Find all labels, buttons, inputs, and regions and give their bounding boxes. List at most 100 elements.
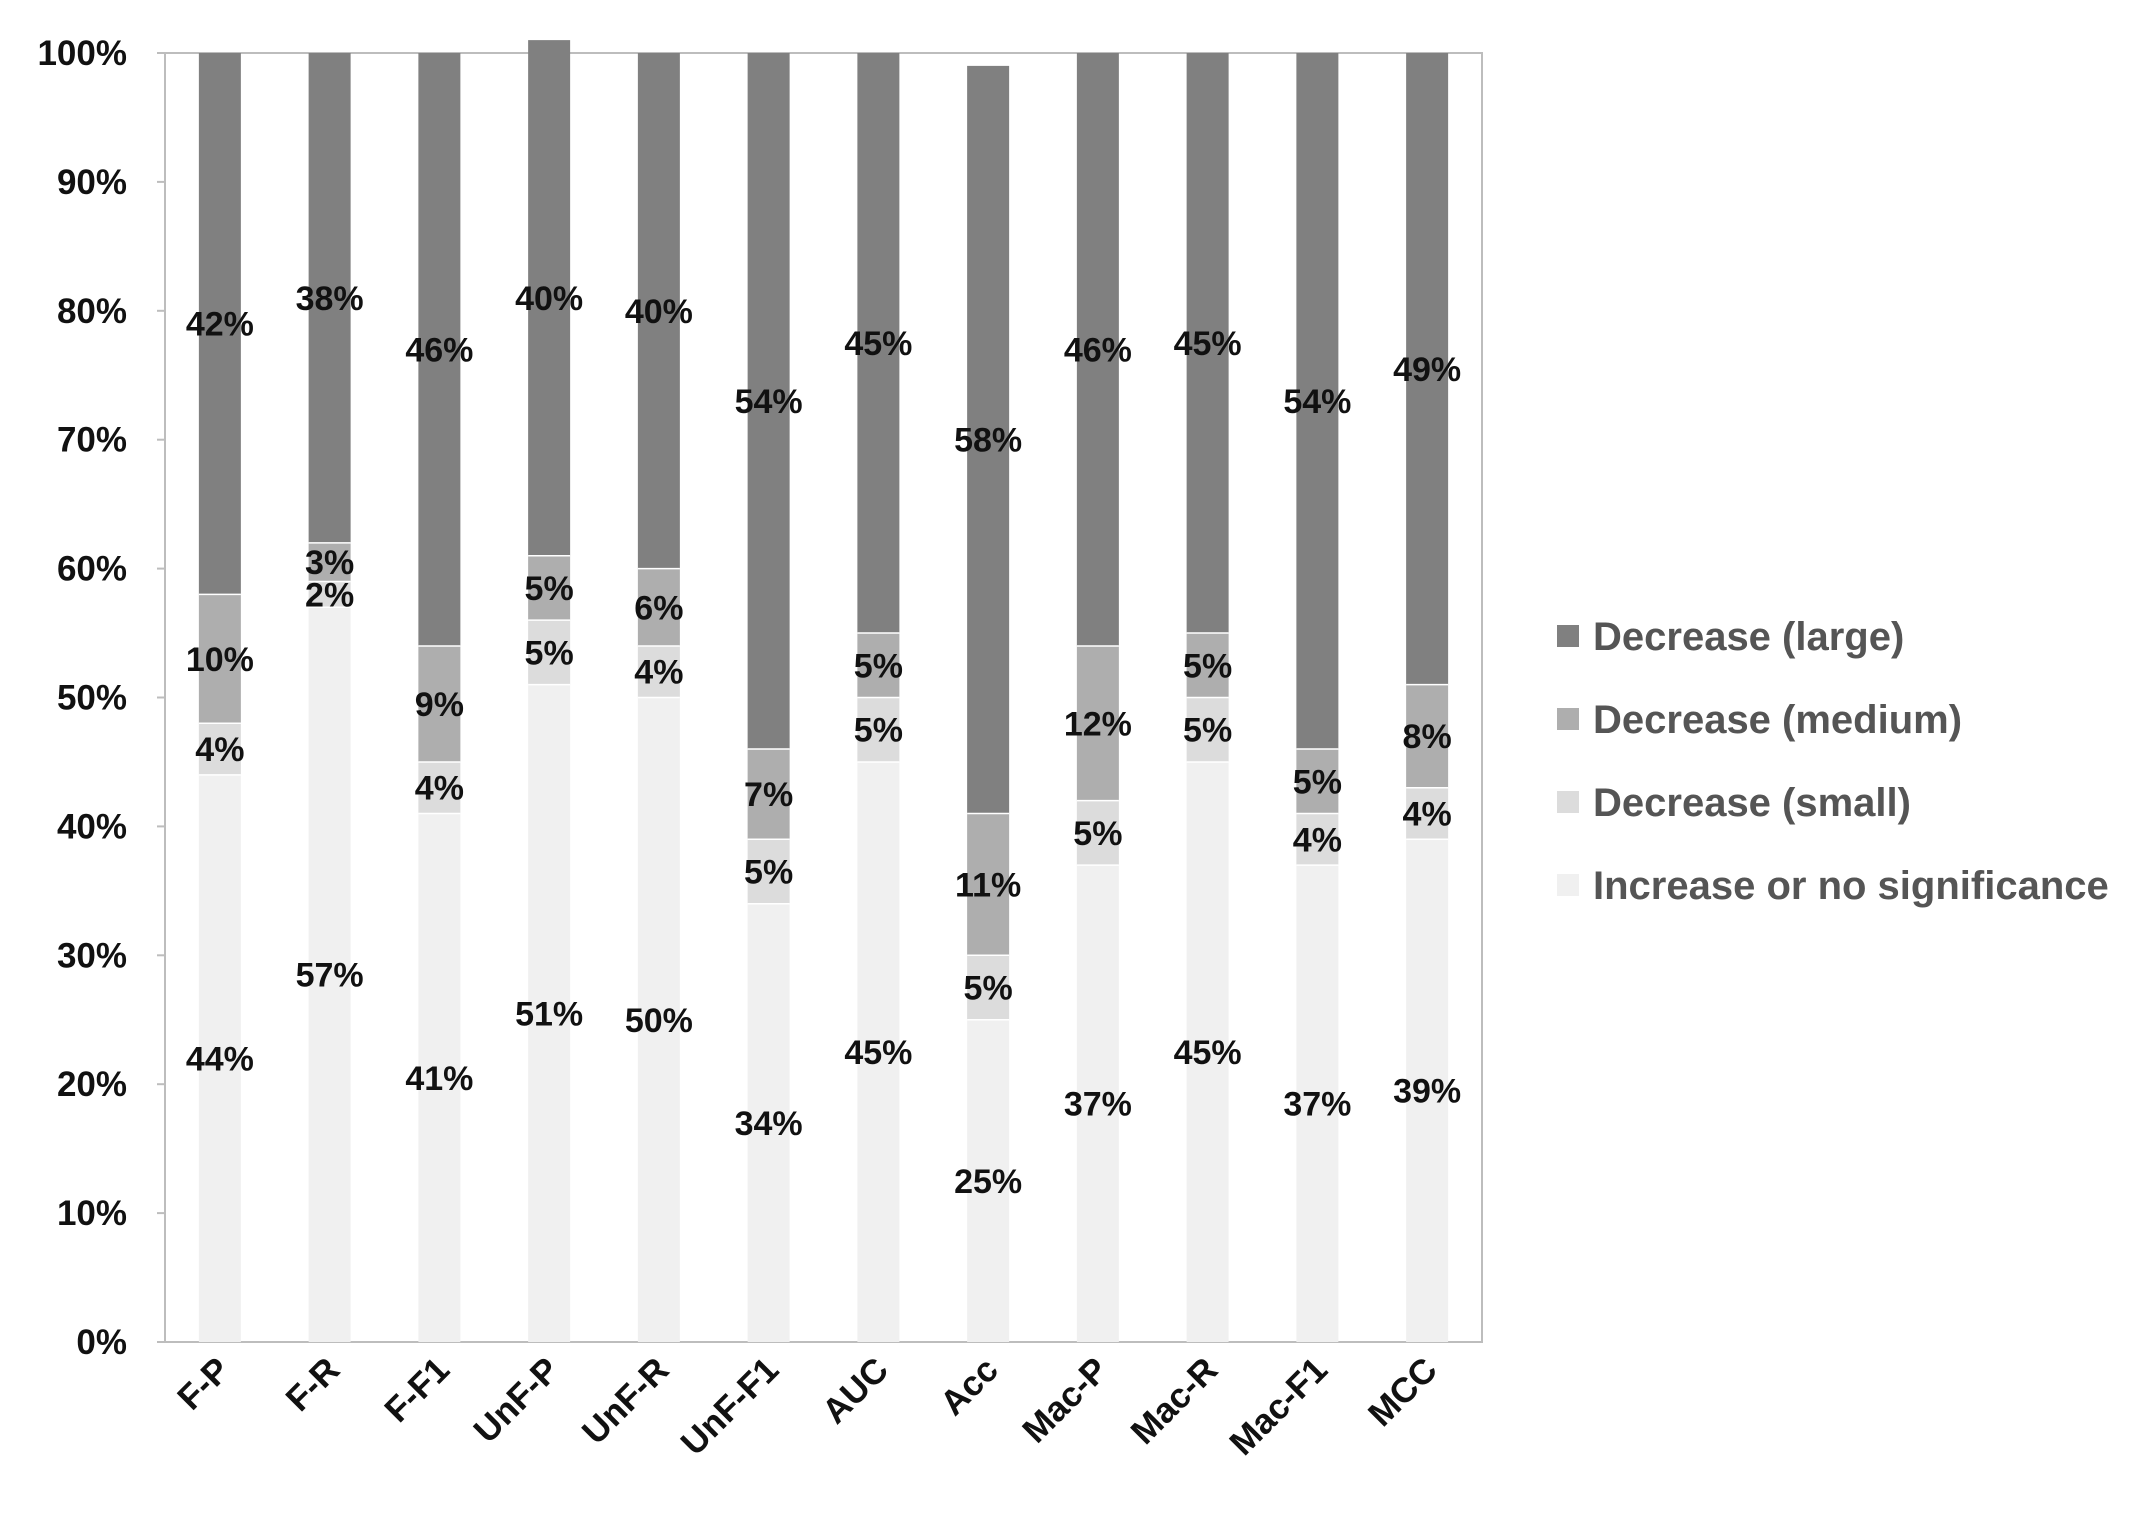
- bar-segment: [308, 53, 351, 543]
- data-label: 41%: [405, 1060, 473, 1098]
- data-label: 4%: [195, 731, 244, 769]
- data-label: 58%: [954, 422, 1022, 460]
- bar-segment: [1406, 787, 1449, 840]
- bar-segment: [418, 53, 461, 646]
- x-tick-label: F-R: [278, 1350, 347, 1419]
- bar-segment: [1186, 53, 1229, 634]
- legend-swatch: [1557, 791, 1579, 813]
- y-tick-label: 50%: [57, 679, 127, 718]
- data-label: 4%: [1403, 796, 1452, 834]
- data-label: 38%: [296, 280, 364, 318]
- bar-segment: [528, 684, 571, 1342]
- x-tick-label: Mac-R: [1123, 1350, 1225, 1452]
- legend-item: Increase or no significance: [1557, 864, 2109, 908]
- bar-segment: [1406, 684, 1449, 788]
- bar-segment: [528, 40, 571, 556]
- bar-segment: [857, 53, 900, 634]
- data-label: 10%: [186, 641, 254, 679]
- data-label: 4%: [415, 770, 464, 808]
- bar-segment: [418, 761, 461, 814]
- bar-segment: [418, 645, 461, 762]
- data-label: 5%: [1073, 815, 1122, 853]
- bar-segment: [967, 1019, 1010, 1342]
- data-label: 3%: [305, 544, 354, 582]
- plot-area: [164, 52, 1483, 1343]
- legend-label: Decrease (medium): [1593, 698, 1962, 742]
- y-tick-label: 30%: [57, 936, 127, 975]
- legend-item: Decrease (medium): [1557, 698, 1962, 742]
- legend: Decrease (large) Decrease (medium) Decreas…: [1557, 615, 2109, 908]
- bar-segment: [418, 813, 461, 1342]
- x-tick-label: MCC: [1361, 1350, 1445, 1434]
- legend-item: Decrease (large): [1557, 615, 1904, 659]
- data-label: 45%: [844, 325, 912, 363]
- bar-segment: [637, 645, 680, 698]
- legend-swatch: [1557, 874, 1579, 896]
- data-label: 5%: [1293, 763, 1342, 801]
- bar-segment: [1076, 53, 1119, 646]
- legend-label: Decrease (small): [1593, 781, 1911, 825]
- bar-segment: [967, 955, 1010, 1020]
- bar-segment: [1296, 749, 1339, 814]
- x-tick-label: Mac-P: [1015, 1350, 1115, 1450]
- data-label: 34%: [735, 1105, 803, 1143]
- data-label: 4%: [1293, 821, 1342, 859]
- x-tick-label: AUC: [815, 1350, 896, 1431]
- data-label: 11%: [955, 866, 1021, 904]
- data-label: 6%: [634, 589, 683, 627]
- data-label: 54%: [1283, 383, 1351, 421]
- bar-segment: [637, 568, 680, 646]
- data-label: 45%: [1174, 1034, 1242, 1072]
- plot-frame: [164, 52, 1483, 1343]
- data-label: 45%: [1174, 325, 1242, 363]
- bar-segment: [637, 697, 680, 1342]
- data-label: 49%: [1393, 351, 1461, 389]
- x-tick-label: Mac-F1: [1222, 1350, 1335, 1463]
- legend-swatch: [1557, 625, 1579, 647]
- bar-segment: [528, 555, 571, 621]
- y-tick-label: 100%: [37, 34, 127, 73]
- data-label: 40%: [625, 293, 693, 331]
- data-label: 50%: [625, 1002, 693, 1040]
- data-label: 42%: [186, 306, 254, 344]
- data-label: 12%: [1064, 705, 1132, 743]
- data-label: 37%: [1064, 1086, 1132, 1124]
- x-tick-label: Acc: [933, 1350, 1006, 1423]
- bar-segment: [857, 761, 900, 1342]
- data-labels-layer: 44% 4% 10% 42% 57% 2%3% 38% 41% 4% 9% 46% 51% 5% 5% 40…: [186, 280, 1461, 1201]
- bars-layer: [198, 40, 1449, 1342]
- bar-segment: [747, 839, 790, 904]
- data-label: 5%: [744, 854, 793, 892]
- y-tick-label: 40%: [57, 807, 127, 846]
- data-label: 9%: [415, 686, 464, 724]
- y-tick-label: 60%: [57, 550, 127, 589]
- legend-label: Increase or no significance: [1593, 864, 2109, 908]
- data-label: 40%: [515, 280, 583, 318]
- data-label: 5%: [854, 647, 903, 685]
- bar-segment: [857, 697, 900, 762]
- bar-segment: [747, 749, 790, 840]
- legend-label: Decrease (large): [1593, 615, 1904, 659]
- y-tick-label: 80%: [57, 292, 127, 331]
- data-label: 5%: [525, 634, 574, 672]
- data-label: 45%: [844, 1034, 912, 1072]
- y-tick-label: 0%: [76, 1323, 127, 1362]
- x-tick-label: F-F1: [377, 1350, 457, 1430]
- bar-segment: [857, 633, 900, 698]
- data-label: 54%: [735, 383, 803, 421]
- bar-segment: [637, 53, 680, 569]
- bar-segment: [747, 53, 790, 750]
- data-label: 5%: [964, 970, 1013, 1008]
- y-tick-label: 20%: [57, 1065, 127, 1104]
- y-tick-label: 70%: [57, 421, 127, 460]
- data-label: 46%: [1064, 331, 1132, 369]
- legend-item: Decrease (small): [1557, 781, 1911, 825]
- data-label: 5%: [1183, 647, 1232, 685]
- bar-segment: [747, 903, 790, 1342]
- data-label: 5%: [1183, 712, 1232, 750]
- data-label: 57%: [296, 957, 364, 995]
- data-label: 7%: [744, 776, 793, 814]
